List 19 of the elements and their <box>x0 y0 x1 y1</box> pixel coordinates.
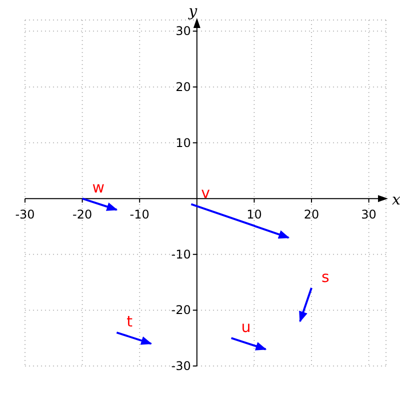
x-axis-title: x <box>392 190 400 209</box>
series-label: v <box>201 184 210 202</box>
x-tick-label: 10 <box>246 208 262 222</box>
y-tick-label: 10 <box>176 136 191 150</box>
y-tick-label: -20 <box>171 303 191 318</box>
series-label: u <box>241 318 251 336</box>
y-tick-label: -30 <box>171 359 191 373</box>
y-tick-label: -10 <box>171 247 191 262</box>
series-label: s <box>322 268 330 286</box>
x-tick-label: 20 <box>304 208 320 222</box>
series-label: w <box>92 178 105 197</box>
x-tick-label: -10 <box>130 208 150 222</box>
x-tick-label: -20 <box>72 208 92 222</box>
x-tick-label: 30 <box>361 208 376 222</box>
x-tick-label: -30 <box>15 208 35 222</box>
y-axis-title: y <box>188 2 198 20</box>
y-tick-label: 20 <box>176 80 191 94</box>
y-tick-label: 30 <box>176 24 191 38</box>
series-label: t <box>126 312 133 331</box>
